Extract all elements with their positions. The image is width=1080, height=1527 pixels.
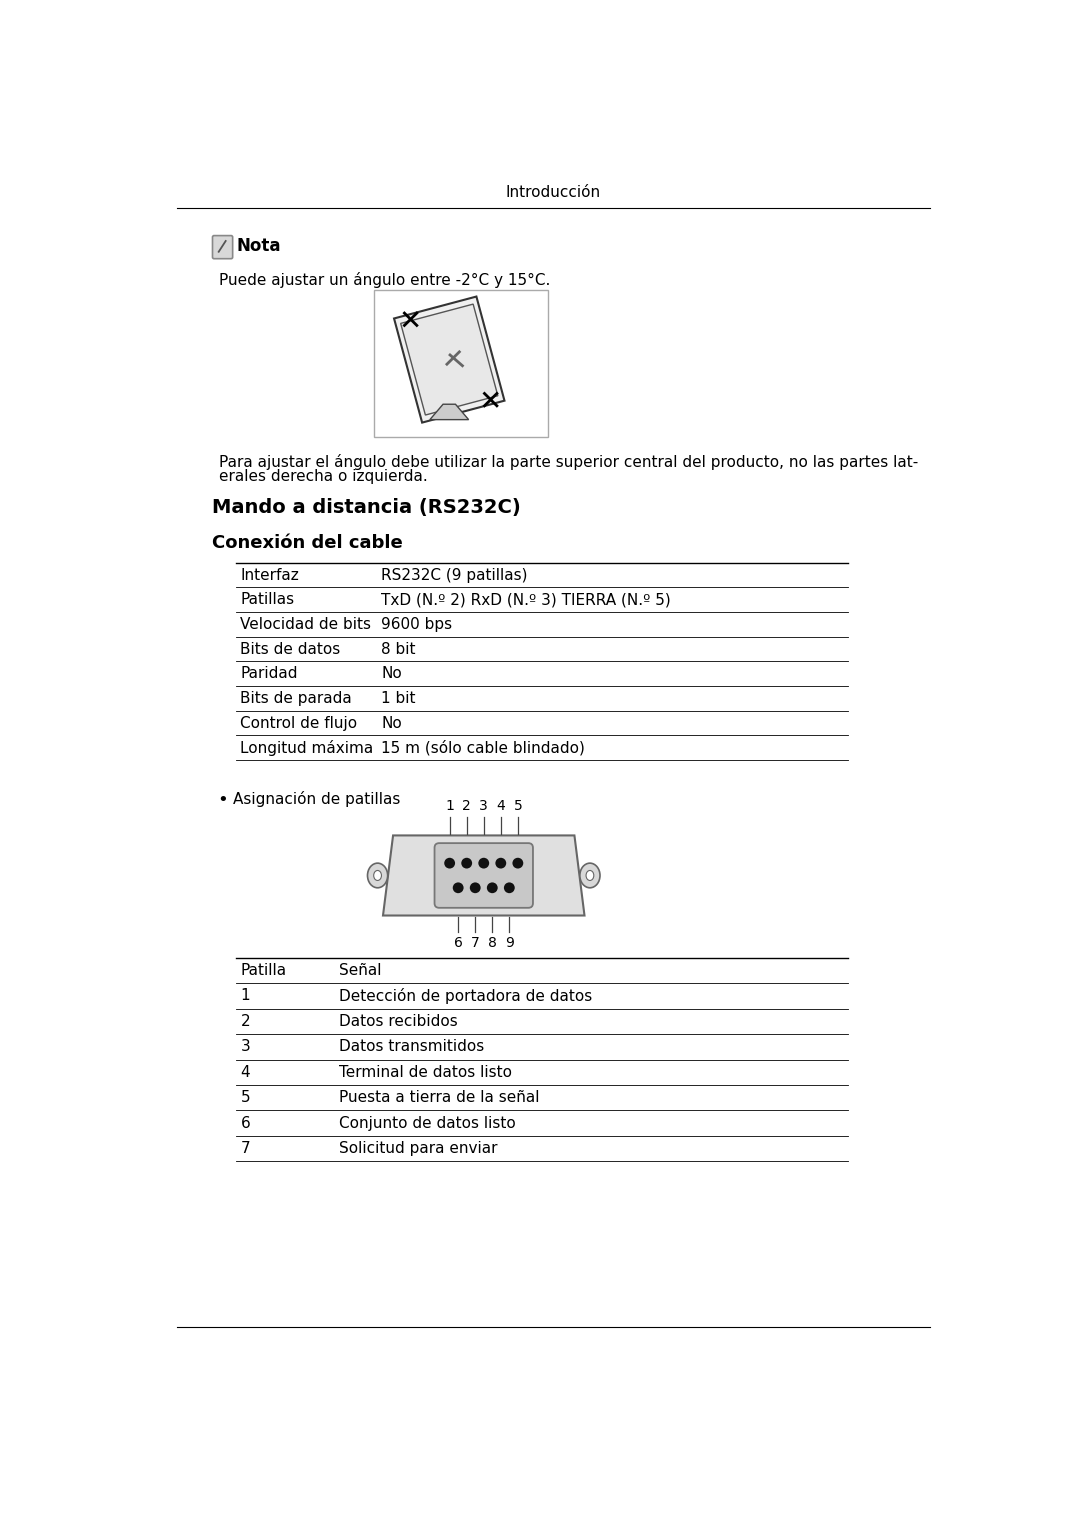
Text: Señal: Señal xyxy=(339,964,381,979)
Text: 1: 1 xyxy=(445,799,454,812)
Ellipse shape xyxy=(580,863,600,887)
Text: 5: 5 xyxy=(241,1090,251,1106)
Text: 15 m (sólo cable blindado): 15 m (sólo cable blindado) xyxy=(381,741,585,756)
Text: 7: 7 xyxy=(471,936,480,950)
Text: 2: 2 xyxy=(462,799,471,812)
Text: 6: 6 xyxy=(454,936,462,950)
Text: 5: 5 xyxy=(513,799,523,812)
Text: •: • xyxy=(217,791,228,809)
Text: Longitud máxima: Longitud máxima xyxy=(241,739,374,756)
Circle shape xyxy=(453,883,463,893)
Ellipse shape xyxy=(586,870,594,881)
Text: Bits de datos: Bits de datos xyxy=(241,641,340,657)
Circle shape xyxy=(470,883,481,893)
Text: Solicitud para enviar: Solicitud para enviar xyxy=(339,1141,497,1156)
Text: 3: 3 xyxy=(241,1040,251,1054)
Ellipse shape xyxy=(374,870,381,881)
Text: Control de flujo: Control de flujo xyxy=(241,716,357,730)
Text: Nota: Nota xyxy=(237,237,281,255)
Text: No: No xyxy=(381,666,402,681)
Text: Mando a distancia (RS232C): Mando a distancia (RS232C) xyxy=(213,498,522,518)
Text: Bits de parada: Bits de parada xyxy=(241,690,352,705)
Text: Conjunto de datos listo: Conjunto de datos listo xyxy=(339,1116,515,1130)
Text: Paridad: Paridad xyxy=(241,666,298,681)
Text: Para ajustar el ángulo debe utilizar la parte superior central del producto, no : Para ajustar el ángulo debe utilizar la … xyxy=(218,454,918,469)
Text: 8 bit: 8 bit xyxy=(381,641,416,657)
Polygon shape xyxy=(401,304,498,415)
FancyBboxPatch shape xyxy=(213,235,232,258)
Circle shape xyxy=(478,858,489,869)
Text: 6: 6 xyxy=(241,1116,251,1130)
Circle shape xyxy=(504,883,515,893)
Ellipse shape xyxy=(367,863,388,887)
Text: 4: 4 xyxy=(497,799,505,812)
Text: 8: 8 xyxy=(488,936,497,950)
Text: Datos transmitidos: Datos transmitidos xyxy=(339,1040,484,1054)
Text: erales derecha o izquierda.: erales derecha o izquierda. xyxy=(218,469,428,484)
Text: 3: 3 xyxy=(480,799,488,812)
Text: Velocidad de bits: Velocidad de bits xyxy=(241,617,372,632)
Text: RS232C (9 patillas): RS232C (9 patillas) xyxy=(381,568,528,583)
Text: No: No xyxy=(381,716,402,730)
Text: 1: 1 xyxy=(241,988,251,1003)
Circle shape xyxy=(444,858,455,869)
Text: 7: 7 xyxy=(241,1141,251,1156)
Circle shape xyxy=(512,858,524,869)
Text: Patillas: Patillas xyxy=(241,592,295,608)
Text: Datos recibidos: Datos recibidos xyxy=(339,1014,458,1029)
Text: 9600 bps: 9600 bps xyxy=(381,617,453,632)
Circle shape xyxy=(487,883,498,893)
FancyBboxPatch shape xyxy=(434,843,532,909)
Text: 2: 2 xyxy=(241,1014,251,1029)
Text: Asignación de patillas: Asignación de patillas xyxy=(232,791,400,806)
Polygon shape xyxy=(394,296,504,423)
Text: 9: 9 xyxy=(504,936,514,950)
Text: Puede ajustar un ángulo entre -2°C y 15°C.: Puede ajustar un ángulo entre -2°C y 15°… xyxy=(218,272,550,287)
Text: Puesta a tierra de la señal: Puesta a tierra de la señal xyxy=(339,1090,539,1106)
Text: Detección de portadora de datos: Detección de portadora de datos xyxy=(339,988,592,1003)
Text: Interfaz: Interfaz xyxy=(241,568,299,583)
Text: Patilla: Patilla xyxy=(241,964,286,979)
Text: Conexión del cable: Conexión del cable xyxy=(213,533,403,551)
Polygon shape xyxy=(430,405,469,420)
Text: TxD (N.º 2) RxD (N.º 3) TIERRA (N.º 5): TxD (N.º 2) RxD (N.º 3) TIERRA (N.º 5) xyxy=(381,592,671,608)
Circle shape xyxy=(496,858,507,869)
Text: 1 bit: 1 bit xyxy=(381,690,416,705)
Polygon shape xyxy=(383,835,584,916)
Text: Introducción: Introducción xyxy=(505,185,602,200)
Text: 4: 4 xyxy=(241,1064,251,1080)
Circle shape xyxy=(461,858,472,869)
Bar xyxy=(374,290,548,437)
Text: Terminal de datos listo: Terminal de datos listo xyxy=(339,1064,512,1080)
